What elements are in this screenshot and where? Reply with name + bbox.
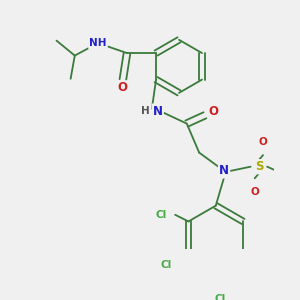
Text: S: S (255, 160, 263, 173)
Text: O: O (250, 187, 259, 196)
Text: N: N (153, 105, 163, 118)
Text: H: H (141, 106, 150, 116)
Text: NH: NH (89, 38, 107, 48)
Text: O: O (259, 137, 267, 147)
Text: Cl: Cl (155, 210, 167, 220)
Text: Cl: Cl (160, 260, 172, 270)
Text: O: O (118, 81, 128, 94)
Text: O: O (208, 105, 218, 118)
Text: N: N (219, 164, 229, 177)
Text: Cl: Cl (214, 294, 226, 300)
